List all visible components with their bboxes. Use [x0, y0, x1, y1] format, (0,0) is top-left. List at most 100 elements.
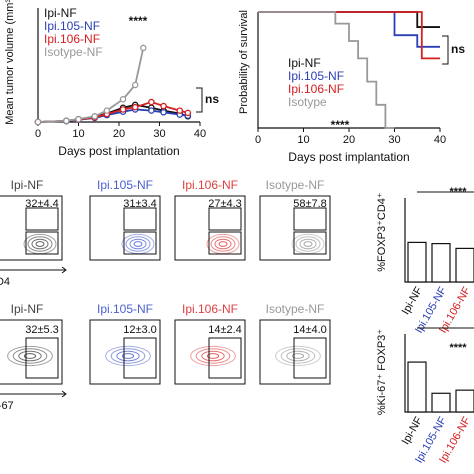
- y-axis-label: Probability of survival: [238, 10, 250, 114]
- panel-label: Ipi-NF: [11, 178, 44, 192]
- y-axis-label: Mean tumor volume (mm³): [4, 0, 16, 125]
- gate: [293, 207, 327, 231]
- bar: [455, 389, 474, 413]
- gate: [123, 231, 157, 255]
- gate-stat: 14±2.4: [208, 324, 242, 336]
- y-axis-label: %FOXP3⁺CD4⁺: [376, 192, 388, 272]
- bar: [455, 247, 474, 283]
- gate-stat: 12±3.0: [123, 324, 157, 336]
- legend-label: Ipi.106-NF: [44, 32, 100, 46]
- gate-stat: 32±4.4: [25, 198, 59, 210]
- gate: [25, 337, 59, 379]
- x-axis-label: Days post implantation: [288, 150, 409, 164]
- contour: [23, 353, 37, 359]
- bar: [407, 361, 427, 413]
- contour: [116, 350, 140, 362]
- x-tick-label: 0: [35, 128, 41, 140]
- gate: [123, 337, 157, 379]
- contour: [35, 241, 45, 247]
- contour: [214, 238, 232, 250]
- gate: [208, 231, 242, 255]
- bracket: [196, 87, 203, 113]
- contour: [303, 241, 313, 247]
- legend-label: Ipi.105-NF: [288, 69, 344, 83]
- legend-label: Ipi.106-NF: [288, 82, 344, 96]
- gate: [25, 207, 59, 231]
- point: [119, 95, 127, 103]
- contour: [218, 241, 228, 247]
- point: [131, 81, 139, 89]
- x-axis-label: Days post implantation: [58, 144, 179, 158]
- x-tick-label: 10: [297, 134, 309, 146]
- annotation: ****: [129, 14, 148, 28]
- point: [34, 118, 42, 126]
- point: [176, 107, 183, 114]
- contour: [105, 345, 151, 367]
- gate: [208, 207, 242, 231]
- contour: [18, 350, 42, 362]
- axis-label: CD4: [0, 276, 10, 288]
- bar: [431, 243, 451, 283]
- series-line: [258, 11, 395, 129]
- contour: [291, 353, 305, 359]
- contour: [129, 238, 147, 250]
- panel-label: Ipi.105-NF: [97, 302, 153, 316]
- panel-label: Isotype-NF: [266, 178, 325, 192]
- contour: [12, 348, 48, 364]
- panel-label: Ipi.105-NF: [97, 178, 153, 192]
- x-tick-label: 30: [388, 134, 400, 146]
- axis-arrow: [0, 266, 67, 274]
- contour: [31, 238, 49, 250]
- legend-label: Ipi-NF: [44, 6, 77, 20]
- contour: [27, 236, 53, 252]
- panel-label: Ipi-NF: [11, 302, 44, 316]
- gate: [25, 231, 59, 255]
- point: [184, 109, 192, 117]
- annotation: ****: [449, 186, 467, 198]
- legend-label: Ipi.105-NF: [44, 19, 100, 33]
- legend-label: Ipi-NF: [288, 56, 321, 70]
- panel-frame: [0, 319, 63, 385]
- contour: [295, 236, 321, 252]
- panel-label: Ipi.106-NF: [182, 178, 238, 192]
- contour: [280, 348, 316, 364]
- x-tick-label: Ipi-NF: [400, 285, 426, 317]
- x-tick-label: 40: [434, 134, 446, 146]
- contour: [286, 350, 310, 362]
- point: [160, 102, 167, 110]
- panel-label: Ipi.106-NF: [182, 302, 238, 316]
- gate: [123, 207, 157, 231]
- point: [140, 44, 147, 52]
- point: [119, 106, 127, 113]
- annotation: ns: [451, 42, 465, 56]
- y-axis-label: %Ki-67⁺ FOXP3⁺: [376, 329, 388, 415]
- x-tick-label: 30: [153, 128, 165, 140]
- x-tick-label: 20: [343, 134, 355, 146]
- point: [131, 103, 139, 111]
- gate-stat: 27±4.3: [208, 198, 242, 210]
- gate: [208, 337, 242, 379]
- contour: [125, 236, 151, 252]
- contour: [121, 353, 135, 359]
- contour: [133, 241, 143, 247]
- x-tick-label: 0: [255, 134, 261, 146]
- series-line: [258, 11, 440, 60]
- contour: [201, 350, 225, 362]
- axis-arrow: [0, 390, 67, 398]
- point: [63, 117, 70, 125]
- x-tick-label: 10: [72, 128, 84, 140]
- x-tick-label: 20: [113, 128, 125, 140]
- gate: [293, 231, 327, 255]
- gate-stat: 31±3.4: [123, 198, 157, 210]
- point: [160, 109, 167, 116]
- gate-stat: 58±7.8: [293, 198, 327, 210]
- x-tick-label: Ipi-NF: [400, 415, 426, 447]
- point: [91, 113, 98, 120]
- contour: [7, 345, 53, 367]
- x-tick-label: 40: [194, 128, 206, 140]
- annotation: ****: [449, 342, 467, 354]
- contour: [190, 345, 236, 367]
- contour: [206, 353, 220, 359]
- annotation: ns: [205, 92, 219, 106]
